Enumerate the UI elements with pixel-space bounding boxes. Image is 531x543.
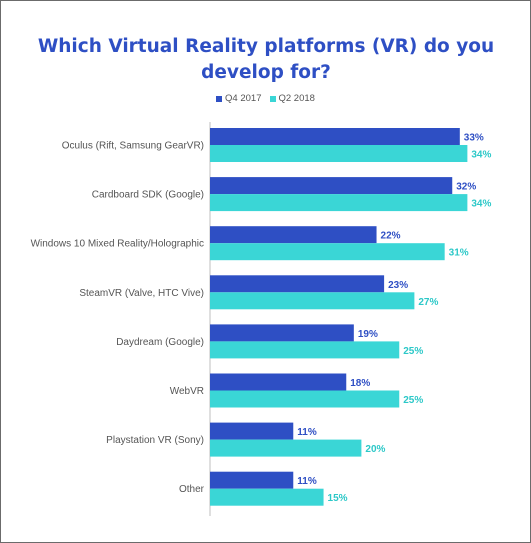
- value-label-q4-2017-daydream-google: 19%: [358, 329, 378, 340]
- category-label-oculus-rift-samsung-gearvr: Oculus (Rift, Samsung GearVR): [62, 141, 204, 152]
- bar-q2-2018-daydream-google: [210, 341, 400, 359]
- legend-swatch-q4-2017: [216, 95, 223, 102]
- bar-q2-2018-cardboard-sdk-google: [210, 194, 468, 212]
- bar-q2-2018-other: [210, 488, 324, 506]
- category-label-daydream-google: Daydream (Google): [116, 337, 204, 348]
- value-label-q4-2017-steamvr-valve-htc-vive: 23%: [388, 280, 408, 291]
- value-label-q2-2018-windows-10-mixed-reality-holographic: 31%: [449, 248, 469, 259]
- bar-q4-2017-playstation-vr-sony: [210, 422, 294, 440]
- value-label-q2-2018-playstation-vr-sony: 20%: [365, 444, 385, 455]
- bar-q2-2018-oculus-rift-samsung-gearvr: [210, 145, 468, 162]
- bar-q2-2018-webvr: [210, 390, 400, 408]
- category-label-other: Other: [179, 484, 205, 495]
- value-label-q2-2018-webvr: 25%: [403, 395, 423, 406]
- bar-q2-2018-playstation-vr-sony: [210, 439, 362, 457]
- legend-item-q2-2018: Q2 2018: [269, 93, 315, 104]
- legend-label-q2-2018: Q2 2018: [278, 93, 315, 104]
- bar-q4-2017-oculus-rift-samsung-gearvr: [210, 128, 460, 145]
- value-label-q2-2018-steamvr-valve-htc-vive: 27%: [418, 297, 438, 308]
- bar-q4-2017-windows-10-mixed-reality-holographic: [210, 226, 377, 244]
- value-label-q2-2018-oculus-rift-samsung-gearvr: 34%: [471, 150, 491, 161]
- bar-q4-2017-webvr: [210, 373, 347, 391]
- value-label-q4-2017-cardboard-sdk-google: 32%: [456, 182, 476, 193]
- value-label-q4-2017-other: 11%: [297, 476, 317, 487]
- value-label-q2-2018-daydream-google: 25%: [403, 346, 423, 357]
- bar-q2-2018-steamvr-valve-htc-vive: [210, 292, 415, 310]
- legend-item-q4-2017: Q4 2017: [216, 93, 262, 104]
- category-label-steamvr-valve-htc-vive: SteamVR (Valve, HTC Vive): [79, 288, 204, 299]
- category-label-webvr: WebVR: [170, 386, 204, 397]
- value-label-q4-2017-playstation-vr-sony: 11%: [297, 427, 317, 438]
- bar-q4-2017-daydream-google: [210, 324, 354, 342]
- value-label-q4-2017-windows-10-mixed-reality-holographic: 22%: [381, 231, 401, 242]
- bar-q4-2017-steamvr-valve-htc-vive: [210, 275, 385, 293]
- legend-swatch-q2-2018: [269, 95, 276, 102]
- category-label-playstation-vr-sony: Playstation VR (Sony): [106, 435, 204, 446]
- category-label-windows-10-mixed-reality-holographic: Windows 10 Mixed Reality/Holographic: [31, 239, 204, 250]
- legend-label-q4-2017: Q4 2017: [225, 93, 262, 104]
- value-label-q2-2018-cardboard-sdk-google: 34%: [471, 199, 491, 210]
- bar-q4-2017-other: [210, 471, 294, 489]
- chart-title: Which Virtual Reality platforms (VR) do …: [37, 36, 495, 83]
- bar-q2-2018-windows-10-mixed-reality-holographic: [210, 243, 445, 261]
- bar-q4-2017-cardboard-sdk-google: [210, 177, 453, 195]
- value-label-q4-2017-webvr: 18%: [350, 378, 370, 389]
- chart-legend: Q4 2017 Q2 2018: [0, 93, 531, 104]
- category-label-cardboard-sdk-google: Cardboard SDK (Google): [92, 190, 204, 201]
- value-label-q2-2018-other: 15%: [328, 493, 348, 504]
- value-label-q4-2017-oculus-rift-samsung-gearvr: 33%: [464, 133, 484, 144]
